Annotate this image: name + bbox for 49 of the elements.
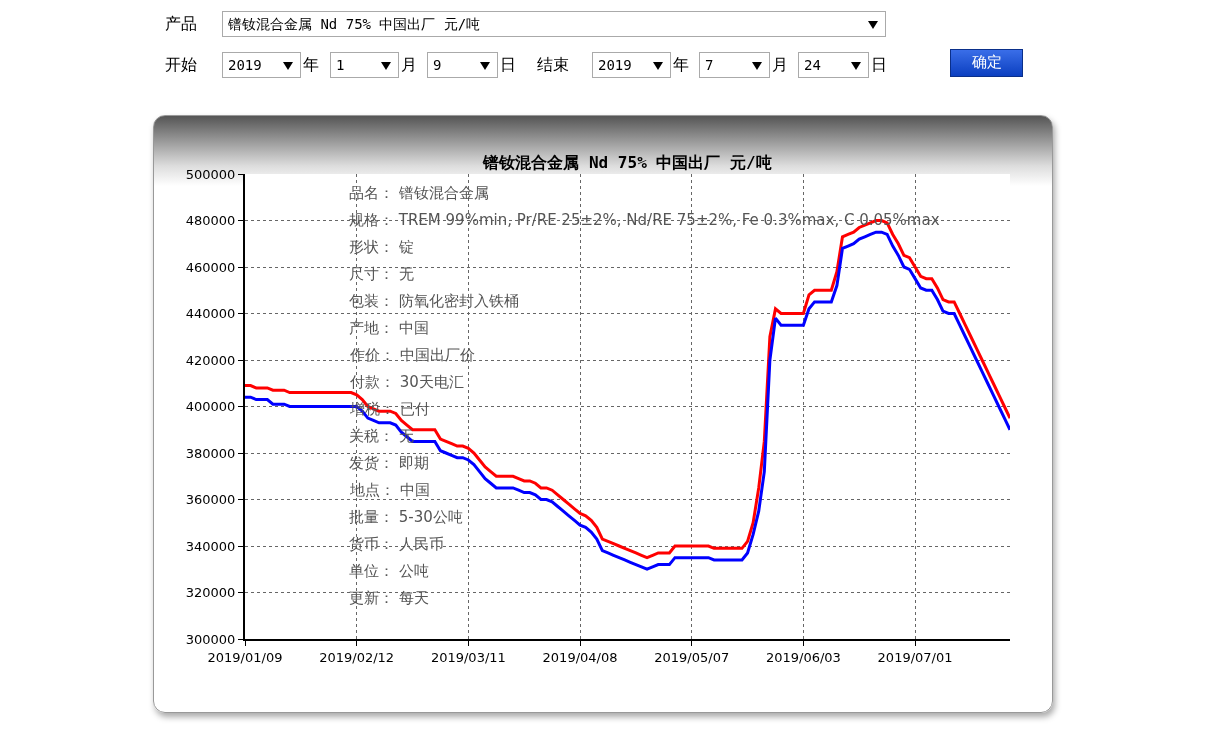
- text: 年: [303, 54, 319, 76]
- text: 月: [772, 54, 788, 76]
- annotation: 发货： 即期: [349, 454, 429, 472]
- x-tick-label: 2019/06/03: [765, 649, 841, 665]
- annotation: 更新： 每天: [349, 589, 429, 607]
- y-tick-label: 440000: [185, 306, 236, 322]
- annotation: 货币： 人民币: [349, 535, 444, 553]
- text: 开始: [165, 54, 197, 76]
- y-tick-label: 360000: [185, 492, 236, 508]
- y-tick-label: 420000: [185, 352, 236, 368]
- text: 日: [500, 54, 516, 76]
- annotation: 包装： 防氧化密封入铁桶: [349, 292, 519, 310]
- y-tick-label: 340000: [185, 538, 236, 554]
- chart-title: 镨钕混合金属 Nd 75% 中国出厂 元/吨: [482, 152, 772, 172]
- annotation: 作价： 中国出厂价: [349, 346, 475, 364]
- text: 2019: [598, 57, 632, 73]
- y-tick-label: 460000: [185, 259, 236, 275]
- text: 1: [336, 57, 345, 73]
- annotation: 付款： 30天电汇: [349, 373, 464, 391]
- annotation: 品名： 镨钕混合金属: [349, 184, 489, 202]
- text: 月: [401, 54, 417, 76]
- y-tick-label: 380000: [185, 445, 236, 461]
- text: 确定: [950, 49, 1023, 77]
- annotation: 地点： 中国: [349, 481, 430, 499]
- text: 9: [433, 57, 442, 73]
- y-tick-label: 500000: [185, 166, 236, 182]
- annotation: 产地： 中国: [349, 319, 429, 337]
- x-tick-label: 2019/01/09: [207, 649, 283, 665]
- text: 2019: [228, 57, 262, 73]
- text: 结束: [537, 54, 569, 76]
- text: 7: [705, 57, 714, 73]
- text: 日: [871, 54, 887, 76]
- text: 24: [804, 57, 821, 73]
- text: 年: [673, 54, 689, 76]
- x-tick-label: 2019/05/07: [654, 649, 730, 665]
- x-tick-label: 2019/02/12: [319, 649, 395, 665]
- text: 产品: [165, 13, 197, 35]
- annotation: 尺寸： 无: [349, 265, 414, 283]
- x-tick-label: 2019/04/08: [542, 649, 618, 665]
- y-tick-label: 400000: [185, 399, 236, 415]
- x-tick-label: 2019/07/01: [877, 649, 953, 665]
- y-tick-label: 480000: [185, 213, 236, 229]
- y-tick-label: 320000: [185, 585, 236, 601]
- annotation: 单位： 公吨: [349, 562, 429, 580]
- annotation: 形状： 锭: [349, 238, 414, 256]
- annotation: 批量： 5-30公吨: [349, 508, 463, 526]
- x-tick-label: 2019/03/11: [430, 649, 506, 665]
- y-tick-label: 300000: [185, 631, 236, 647]
- chart-title: 镨钕混合金属 Nd 75% 中国出厂 元/吨: [228, 16, 481, 32]
